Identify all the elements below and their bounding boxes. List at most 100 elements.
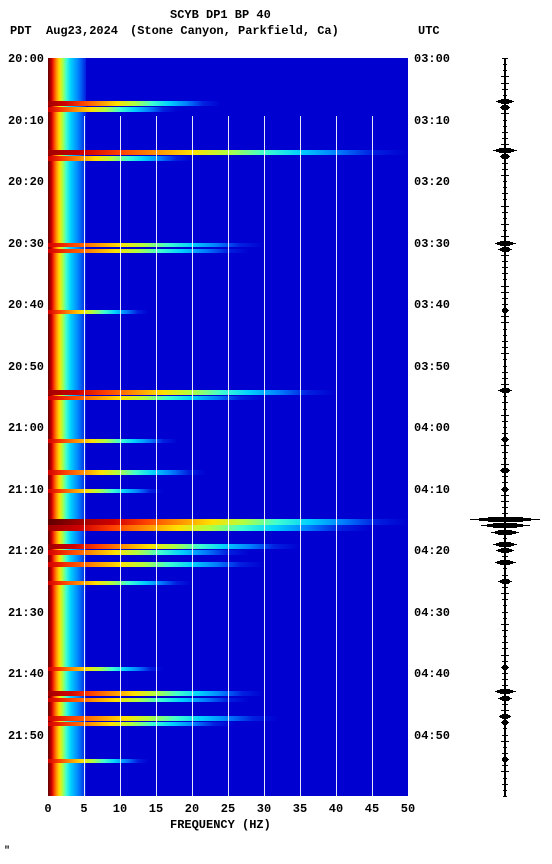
xtick: 40 — [329, 802, 343, 816]
waveform-noise — [502, 273, 507, 274]
waveform-noise — [503, 279, 507, 280]
xtick: 15 — [149, 802, 163, 816]
waveform-noise — [502, 722, 509, 723]
spectro-event — [48, 107, 408, 112]
waveform-noise — [501, 224, 508, 225]
x-axis-label: FREQUENCY (HZ) — [170, 818, 271, 832]
waveform-noise — [501, 501, 508, 502]
waveform-noise — [502, 642, 508, 643]
waveform-noise — [502, 704, 508, 705]
waveform-noise — [503, 150, 507, 151]
gridline-v — [192, 116, 193, 854]
waveform-noise — [502, 163, 508, 164]
waveform-noise — [501, 175, 509, 176]
waveform-noise — [503, 156, 507, 157]
xtick: 10 — [113, 802, 127, 816]
waveform-noise — [502, 735, 508, 736]
waveform-noise — [501, 292, 508, 293]
waveform-noise — [503, 409, 507, 410]
xtick: 45 — [365, 802, 379, 816]
waveform-noise — [501, 495, 508, 496]
waveform-noise — [501, 113, 509, 114]
waveform-noise — [501, 415, 509, 416]
waveform-noise — [501, 236, 509, 237]
gridline-v — [408, 116, 409, 854]
waveform-noise — [503, 519, 507, 520]
waveform-noise — [502, 673, 508, 674]
waveform-noise — [502, 691, 509, 692]
ytick-left: 21:30 — [0, 606, 44, 620]
waveform-spike — [502, 583, 509, 584]
waveform-noise — [503, 230, 508, 231]
waveform-noise — [503, 728, 507, 729]
ytick-right: 04:10 — [414, 483, 450, 497]
waveform-noise — [502, 587, 507, 588]
waveform-noise — [501, 593, 510, 594]
waveform-noise — [501, 76, 509, 77]
waveform-noise — [503, 199, 508, 200]
waveform-noise — [502, 630, 508, 631]
waveform-noise — [502, 679, 508, 680]
waveform-noise — [503, 335, 508, 336]
ytick-right: 04:20 — [414, 544, 450, 558]
waveform-noise — [502, 507, 508, 508]
waveform-noise — [502, 298, 508, 299]
waveform-spike — [499, 546, 511, 547]
waveform-panel — [470, 58, 540, 796]
xtick: 50 — [401, 802, 415, 816]
waveform-spike — [502, 718, 508, 719]
waveform-noise — [501, 322, 509, 323]
waveform-noise — [503, 550, 508, 551]
waveform-noise — [503, 439, 508, 440]
waveform-noise — [502, 784, 508, 785]
ytick-right: 03:20 — [414, 175, 450, 189]
waveform-noise — [503, 181, 508, 182]
waveform-noise — [502, 685, 509, 686]
waveform-noise — [503, 759, 507, 760]
ytick-right: 03:10 — [414, 114, 450, 128]
pdt-label: PDT — [10, 24, 32, 38]
xtick: 25 — [221, 802, 235, 816]
waveform-noise — [502, 341, 507, 342]
waveform-noise — [501, 771, 510, 772]
spectrogram-plot — [48, 58, 408, 796]
ytick-left: 20:40 — [0, 298, 44, 312]
waveform-noise — [501, 384, 510, 385]
waveform-noise — [501, 286, 509, 287]
waveform-noise — [502, 753, 508, 754]
waveform-noise — [501, 206, 509, 207]
waveform-noise — [502, 378, 508, 379]
waveform-noise — [502, 58, 508, 59]
waveform-noise — [502, 132, 507, 133]
xtick: 5 — [80, 802, 87, 816]
ytick-right: 03:00 — [414, 52, 450, 66]
gridline-v — [300, 116, 301, 854]
ytick-left: 20:50 — [0, 360, 44, 374]
title-line1: SCYB DP1 BP 40 — [170, 8, 271, 22]
waveform-noise — [502, 525, 509, 526]
corner-mark: " — [4, 846, 10, 857]
waveform-noise — [503, 618, 507, 619]
xtick: 35 — [293, 802, 307, 816]
waveform-noise — [501, 741, 509, 742]
waveform-noise — [502, 544, 508, 545]
waveform-noise — [502, 433, 509, 434]
waveform-spike — [499, 152, 511, 153]
waveform-spike — [500, 693, 511, 694]
waveform-noise — [503, 458, 507, 459]
waveform-spike — [503, 312, 507, 313]
waveform-noise — [503, 95, 507, 96]
waveform-noise — [503, 359, 507, 360]
waveform-noise — [502, 470, 508, 471]
ytick-left: 20:00 — [0, 52, 44, 66]
waveform-noise — [503, 64, 508, 65]
waveform-noise — [503, 747, 507, 748]
waveform-noise — [501, 353, 510, 354]
waveform-noise — [502, 402, 508, 403]
waveform-noise — [502, 421, 508, 422]
waveform-noise — [502, 581, 507, 582]
waveform-noise — [503, 126, 507, 127]
waveform-noise — [502, 648, 507, 649]
waveform-spike — [493, 527, 518, 528]
waveform-noise — [501, 464, 508, 465]
